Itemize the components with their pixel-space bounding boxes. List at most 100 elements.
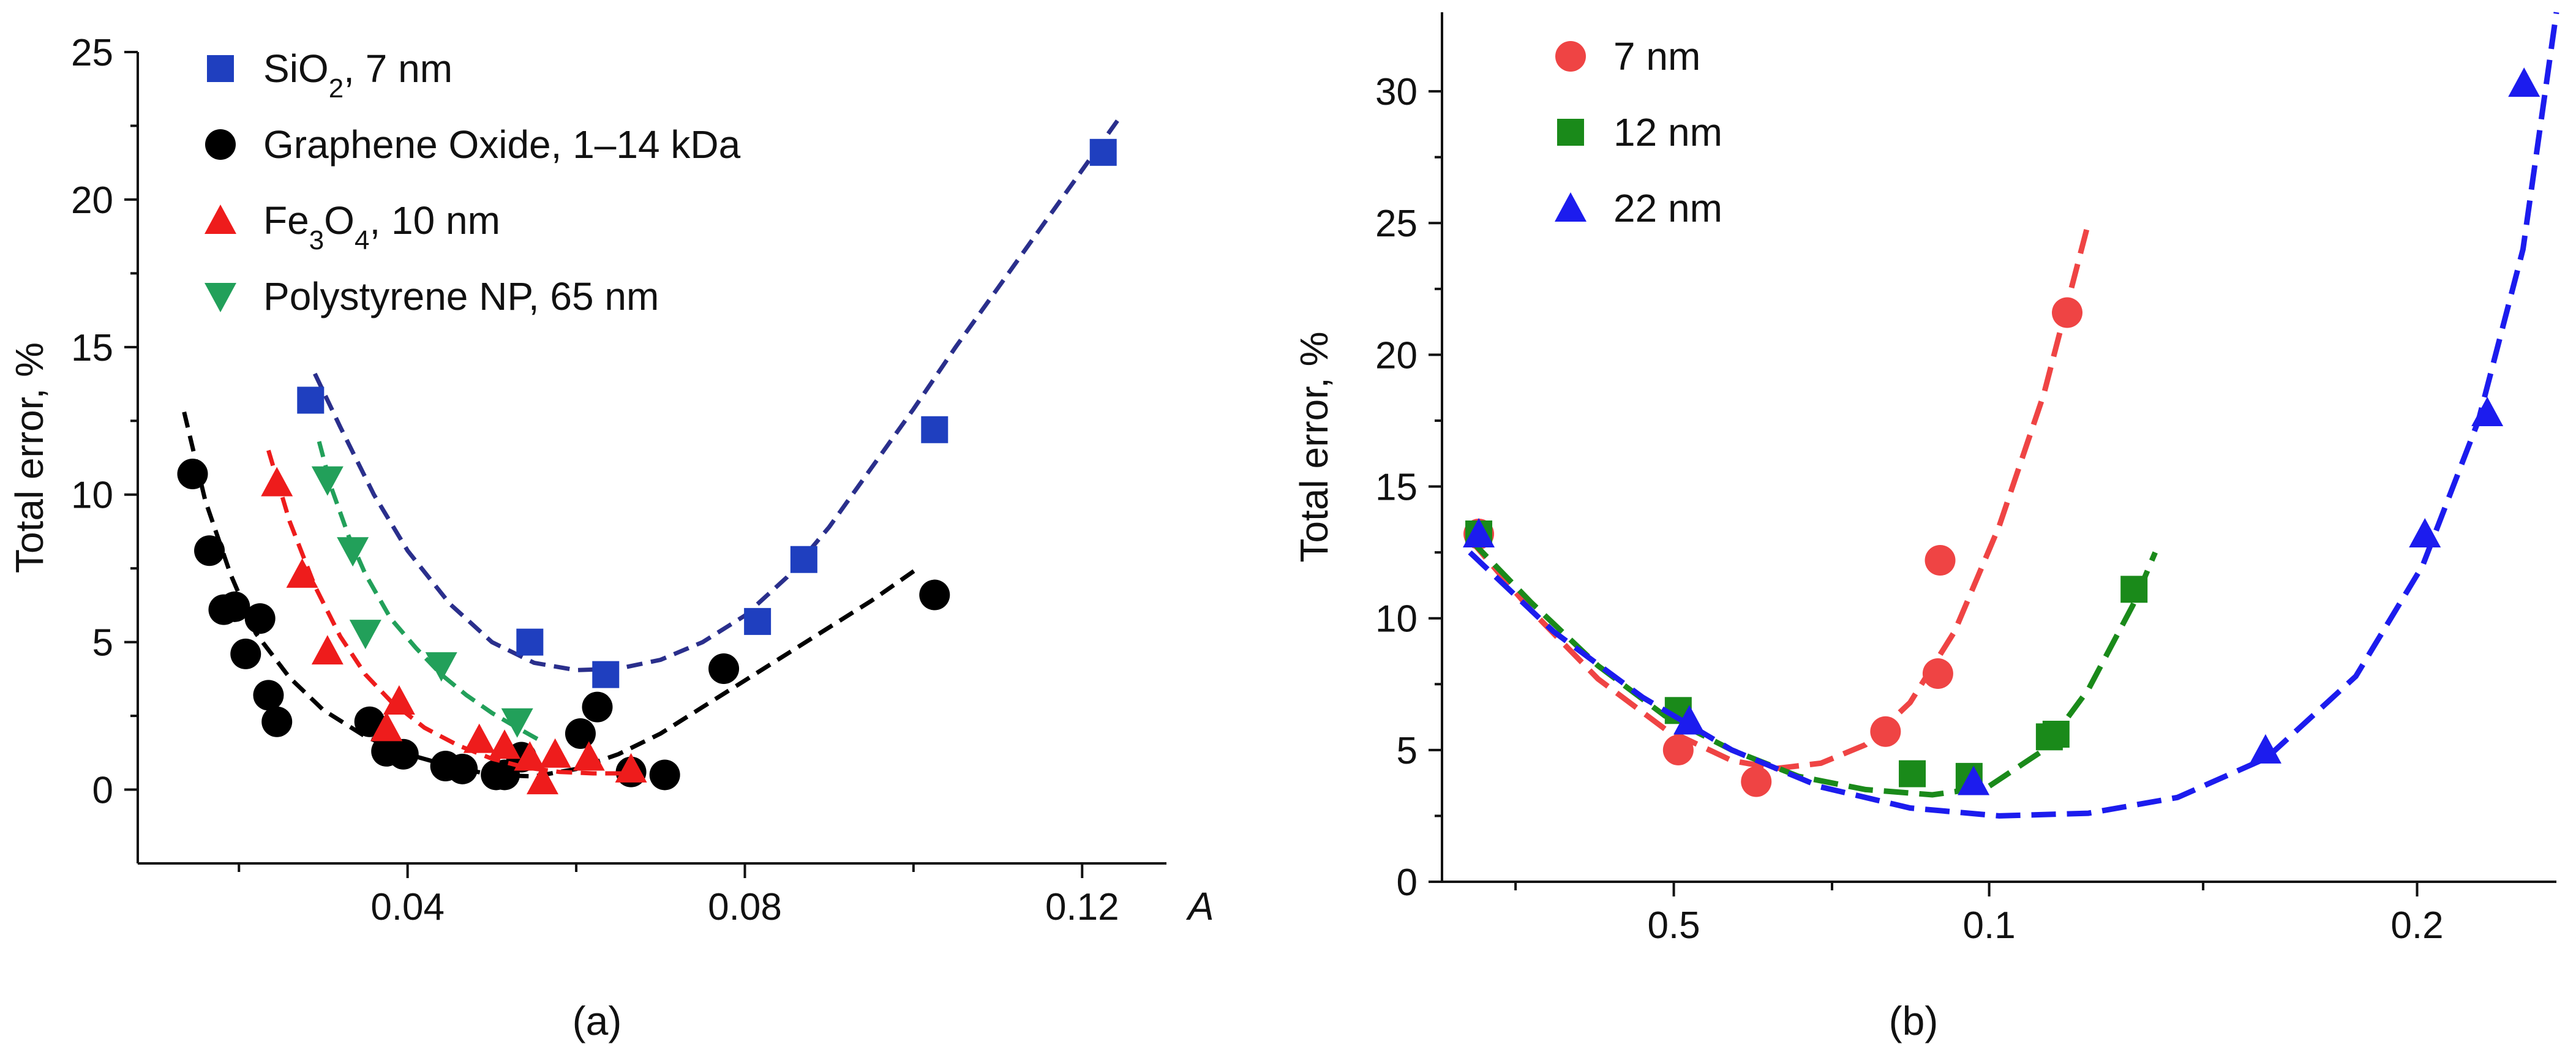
panel-b-nm7-point bbox=[1922, 658, 1953, 689]
panel-a-fe3o4-point bbox=[615, 753, 647, 783]
panel-b-nm12-point bbox=[2120, 576, 2148, 603]
panel-b-legend-nm7-marker bbox=[1555, 41, 1586, 72]
panel-a-go-point bbox=[919, 579, 950, 611]
panel-a-go-fit-line bbox=[182, 411, 919, 779]
panel-a-go-point bbox=[447, 753, 478, 784]
panel-a-go-point bbox=[649, 759, 680, 791]
panel-b-legend-nm12-label: 12 nm bbox=[1613, 110, 1722, 154]
panel-a-sio2-point bbox=[297, 386, 325, 414]
panel-b-x-tick-label: 0.1 bbox=[1963, 904, 2016, 947]
panel-a-x-tick-label: 0.12 bbox=[1045, 886, 1119, 928]
panel-a-go-point bbox=[708, 653, 740, 684]
panel-b-nm22-point bbox=[1673, 705, 1706, 735]
panel-b-nm12-point bbox=[2042, 721, 2070, 748]
panel-a-y-tick-label: 5 bbox=[92, 622, 113, 664]
panel-a-go-point bbox=[194, 535, 225, 566]
panel-a-legend-sio2-marker bbox=[207, 55, 234, 82]
panel-a-y-tick-label: 25 bbox=[71, 32, 113, 74]
panel-b-y-axis-title: Total error, % bbox=[1292, 331, 1336, 562]
panel-b-y-tick-label: 15 bbox=[1375, 467, 1418, 509]
panel-a-legend-ps-marker bbox=[205, 283, 236, 312]
panel-b-x-tick-label: 0.5 bbox=[1647, 904, 1700, 947]
panel-a-ps-point bbox=[311, 466, 344, 496]
panel-a-y-tick-label: 10 bbox=[71, 475, 113, 517]
panel-b-nm7-point bbox=[1741, 766, 1772, 797]
panel-a-sio2-point bbox=[516, 628, 544, 656]
panel-a-sio2-point bbox=[592, 661, 620, 688]
panel-b-y-tick-label: 30 bbox=[1375, 71, 1418, 113]
panel-b-nm22-point bbox=[2471, 397, 2504, 427]
panel-a-go-point bbox=[177, 459, 208, 489]
panel-a-label: (a) bbox=[573, 998, 622, 1043]
panel-a-chart: 0 5 10 15 20 25 0.04 0.08 0.12 A Total error, % SiO… bbox=[7, 32, 1214, 928]
panel-b-y-tick-label: 5 bbox=[1397, 730, 1418, 772]
panel-b-legend-nm22-label: 22 nm bbox=[1613, 186, 1722, 230]
panel-b-x-tick-label: 0.2 bbox=[2390, 904, 2443, 947]
panel-a-x-axis-title: A bbox=[1185, 884, 1214, 928]
panel-b-nm7-fit-line bbox=[1468, 222, 2091, 772]
panel-a-fe3o4-point bbox=[526, 765, 558, 795]
panel-a-fe3o4-point bbox=[514, 741, 546, 771]
panel-b-label: (b) bbox=[1889, 998, 1939, 1043]
panel-a-sio2-fit-line bbox=[313, 115, 1122, 672]
panel-b-nm7-point bbox=[1870, 716, 1901, 747]
panel-a-fe3o4-point bbox=[370, 712, 403, 742]
panel-b-y-tick-label: 0 bbox=[1397, 862, 1418, 904]
panel-a-fe3o4-fit-line bbox=[266, 449, 636, 776]
panel-a-fe3o4-point bbox=[463, 723, 495, 753]
panel-b-y-tick-label: 10 bbox=[1375, 598, 1418, 641]
panel-a-go-point bbox=[565, 718, 596, 749]
panel-b-nm22-point bbox=[2249, 734, 2281, 764]
panel-a-ps-point bbox=[501, 708, 533, 738]
panel-b-nm12-fit-line bbox=[1468, 537, 2158, 798]
panel-a-fe3o4-point bbox=[489, 729, 521, 759]
panel-a-legend-ps-label: Polystyrene NP, 65 nm bbox=[263, 274, 659, 318]
panel-a-fe3o4-point bbox=[311, 635, 344, 665]
panel-a-go-point bbox=[388, 738, 419, 770]
panel-a-ps-fit-line bbox=[317, 441, 539, 742]
panel-b-nm22-point bbox=[1958, 765, 1990, 795]
panel-b-nm7-point bbox=[2052, 297, 2083, 328]
panel-a-go-point bbox=[244, 603, 276, 634]
panel-a-go-point bbox=[261, 706, 293, 737]
panel-a-fe3o4-point bbox=[261, 467, 293, 497]
panel-b-nm22-point bbox=[2409, 518, 2441, 547]
panel-a-fe3o4-point bbox=[539, 738, 571, 768]
panel-a-y-tick-label: 15 bbox=[71, 327, 113, 369]
panel-a-y-tick-label: 0 bbox=[92, 770, 113, 812]
panel-a-go-point bbox=[219, 591, 250, 622]
panel-a-ps-point bbox=[337, 537, 369, 567]
panel-b-legend-nm12-marker bbox=[1557, 119, 1584, 146]
panel-b-nm7-point bbox=[1662, 734, 1694, 765]
panel-b-legend-nm22-marker bbox=[1555, 192, 1587, 222]
panel-a-go-point bbox=[230, 638, 261, 669]
panel-a-fe3o4-point bbox=[573, 741, 605, 771]
panel-b-nm7-point bbox=[1924, 545, 1956, 576]
panel-a-sio2-point bbox=[790, 546, 817, 573]
panel-a-fe3o4-point bbox=[286, 558, 318, 588]
panel-b-nm22-point bbox=[2508, 67, 2540, 97]
panel-a-ps-point bbox=[349, 620, 381, 650]
panel-a-y-tick-label: 20 bbox=[71, 179, 113, 222]
panel-a-fe3o4-point bbox=[383, 685, 415, 715]
panel-a-legend-sio2-label: SiO2, 7 nm bbox=[263, 47, 452, 103]
panel-a-go-point bbox=[253, 680, 284, 711]
panel-a-go-point bbox=[582, 691, 613, 723]
panel-b-y-tick-label: 20 bbox=[1375, 334, 1418, 377]
panel-b-nm12-point bbox=[1899, 760, 1926, 787]
panel-a-legend-go-label: Graphene Oxide, 1–14 kDa bbox=[263, 122, 741, 167]
panel-a-y-axis-title: Total error, % bbox=[7, 342, 51, 573]
panel-b-legend-nm7-label: 7 nm bbox=[1613, 34, 1700, 78]
panel-a-sio2-point bbox=[1089, 138, 1117, 166]
panel-a-legend-fe3o4-marker bbox=[205, 205, 236, 234]
panel-a-x-tick-label: 0.04 bbox=[370, 886, 445, 928]
panel-a-x-tick-label: 0.08 bbox=[708, 886, 782, 928]
panel-b-y-tick-label: 25 bbox=[1375, 203, 1418, 245]
panel-a-sio2-point bbox=[921, 416, 948, 443]
panel-b-nm22-point bbox=[1463, 518, 1495, 547]
panel-b-nm22-fit-line bbox=[1468, 12, 2559, 819]
panel-a-ps-point bbox=[425, 652, 457, 682]
panel-a-sio2-point bbox=[744, 607, 772, 635]
